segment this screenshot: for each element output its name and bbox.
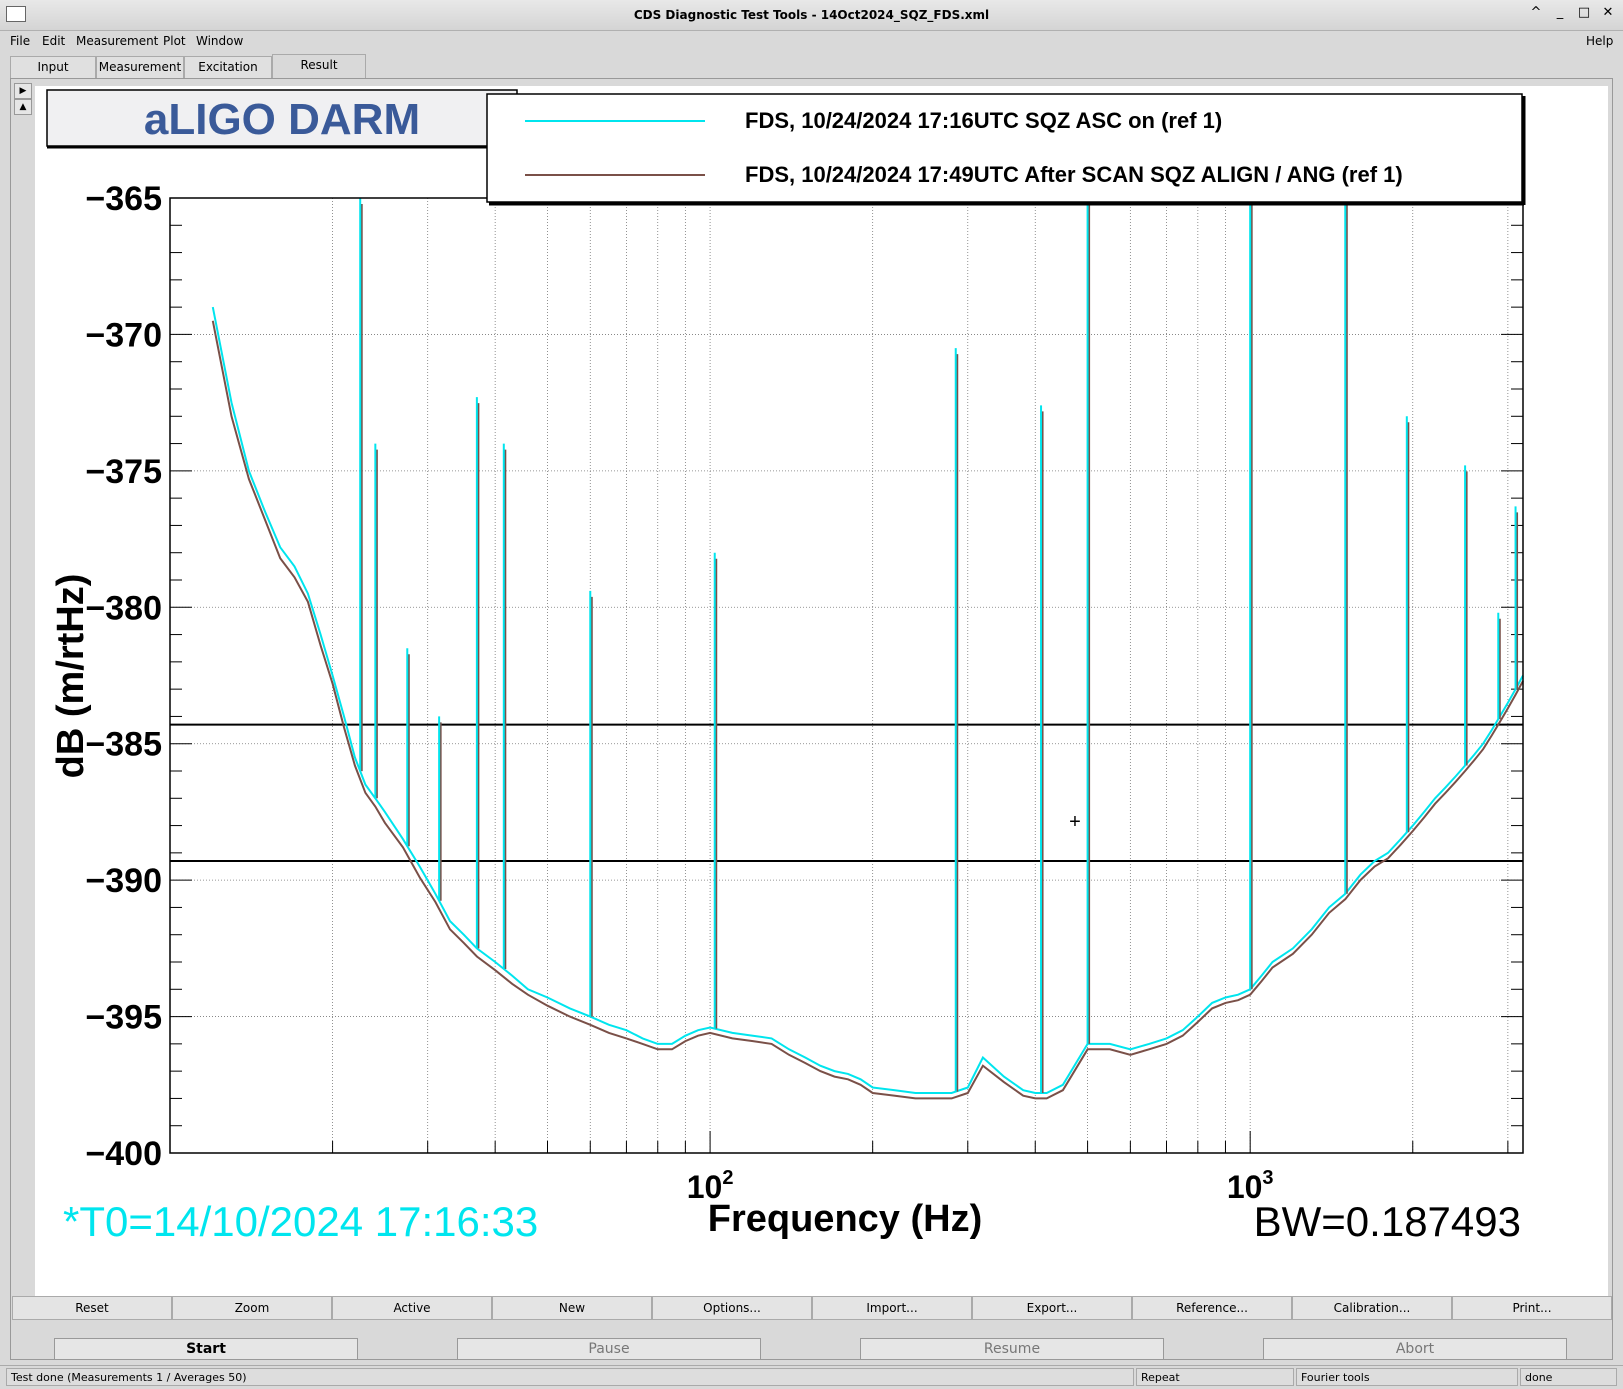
- status-bar: Test done (Measurements 1 / Averages 50)…: [0, 1365, 1623, 1389]
- series-layer: [211, 198, 1524, 1100]
- print-button[interactable]: Print...: [1452, 1296, 1612, 1320]
- y-tick-label: −370: [85, 316, 162, 354]
- tab-result[interactable]: Result: [272, 54, 366, 79]
- menu-window[interactable]: Window: [196, 34, 244, 48]
- legend-entry-ref-after: FDS, 10/24/2024 17:49UTC After SCAN SQZ …: [745, 162, 1403, 187]
- calibration-button[interactable]: Calibration...: [1292, 1296, 1452, 1320]
- plot-canvas[interactable]: −365 −370 −375 −380 −385 −390 −395 −400 102 103 …: [35, 86, 1608, 1296]
- y-tick-label: −380: [85, 589, 162, 627]
- maximize-icon[interactable]: □: [1577, 5, 1591, 20]
- horizontal-cursor-lines[interactable]: [170, 723, 1523, 863]
- y-tick-label: −385: [85, 726, 162, 764]
- reference-button[interactable]: Reference...: [1132, 1296, 1292, 1320]
- menu-bar: File Edit Measurement Plot Window Help: [0, 31, 1623, 53]
- zoom-button[interactable]: Zoom: [172, 1296, 332, 1320]
- tab-input[interactable]: Input: [10, 56, 96, 78]
- plot-svg[interactable]: −365−370−375−380−385−390−395−400 102 103 …: [35, 86, 1608, 1296]
- x-tick-label: 103: [1227, 1167, 1274, 1205]
- window-title: CDS Diagnostic Test Tools - 14Oct2024_SQ…: [633, 8, 990, 22]
- menu-measurement[interactable]: Measurement: [76, 34, 159, 48]
- status-fourier-tools: Fourier tools: [1296, 1368, 1518, 1386]
- legend[interactable]: [486, 93, 1523, 203]
- window-menu-icon[interactable]: [6, 6, 26, 22]
- menu-plot[interactable]: Plot: [163, 34, 186, 48]
- tab-measurement[interactable]: Measurement: [96, 56, 184, 78]
- title-bar: CDS Diagnostic Test Tools - 14Oct2024_SQ…: [0, 0, 1623, 31]
- status-state: done: [1520, 1368, 1617, 1386]
- pause-button[interactable]: Pause: [457, 1338, 761, 1360]
- y-axis-label: dB (m/rtHz): [50, 574, 92, 779]
- options-button[interactable]: Options...: [652, 1296, 812, 1320]
- bandwidth-label: BW=0.187493: [1254, 1198, 1521, 1245]
- plot-button-row: Reset Zoom Active New Options... Import.…: [12, 1296, 1612, 1320]
- menu-file[interactable]: File: [10, 34, 31, 48]
- y-tick-label: −375: [85, 453, 162, 491]
- scroll-up-icon[interactable]: ▲: [14, 99, 32, 115]
- status-message: Test done (Measurements 1 / Averages 50): [6, 1368, 1134, 1386]
- result-panel: [10, 78, 1613, 1360]
- import-button[interactable]: Import...: [812, 1296, 972, 1320]
- series-line-1: [211, 320, 1524, 1100]
- y-tick-label: −400: [85, 1135, 162, 1173]
- y-tick-labels: −365 −370 −375 −380 −385 −390 −395 −400: [85, 180, 162, 1173]
- active-button[interactable]: Active: [332, 1296, 492, 1320]
- menu-edit[interactable]: Edit: [42, 34, 66, 48]
- abort-button[interactable]: Abort: [1263, 1338, 1567, 1360]
- x-axis-label: Frequency (Hz): [708, 1198, 982, 1240]
- tab-excitation[interactable]: Excitation: [184, 56, 272, 78]
- legend-entry-ref-on: FDS, 10/24/2024 17:16UTC SQZ ASC on (ref…: [745, 108, 1222, 133]
- series-line-0: [211, 306, 1524, 1094]
- plot-frame: [169, 197, 1524, 1154]
- y-tick-label: −390: [85, 862, 162, 900]
- reset-button[interactable]: Reset: [12, 1296, 172, 1320]
- y-tick-label: −395: [85, 999, 162, 1037]
- plot-title: aLIGO DARM: [144, 95, 420, 144]
- minimize-icon[interactable]: _: [1556, 5, 1564, 20]
- shade-icon[interactable]: ^: [1530, 5, 1542, 20]
- scroll-right-icon[interactable]: ▶: [14, 83, 32, 99]
- start-button[interactable]: Start: [54, 1338, 358, 1360]
- t0-label: *T0=14/10/2024 17:16:33: [63, 1198, 538, 1245]
- status-repeat: Repeat: [1136, 1368, 1294, 1386]
- cursor-marker: +: [1069, 811, 1081, 833]
- export-button[interactable]: Export...: [972, 1296, 1132, 1320]
- resume-button[interactable]: Resume: [860, 1338, 1164, 1360]
- grid: [170, 197, 1523, 1154]
- close-icon[interactable]: ✕: [1602, 5, 1614, 20]
- menu-help[interactable]: Help: [1586, 34, 1614, 48]
- new-button[interactable]: New: [492, 1296, 652, 1320]
- y-tick-label: −365: [85, 180, 162, 218]
